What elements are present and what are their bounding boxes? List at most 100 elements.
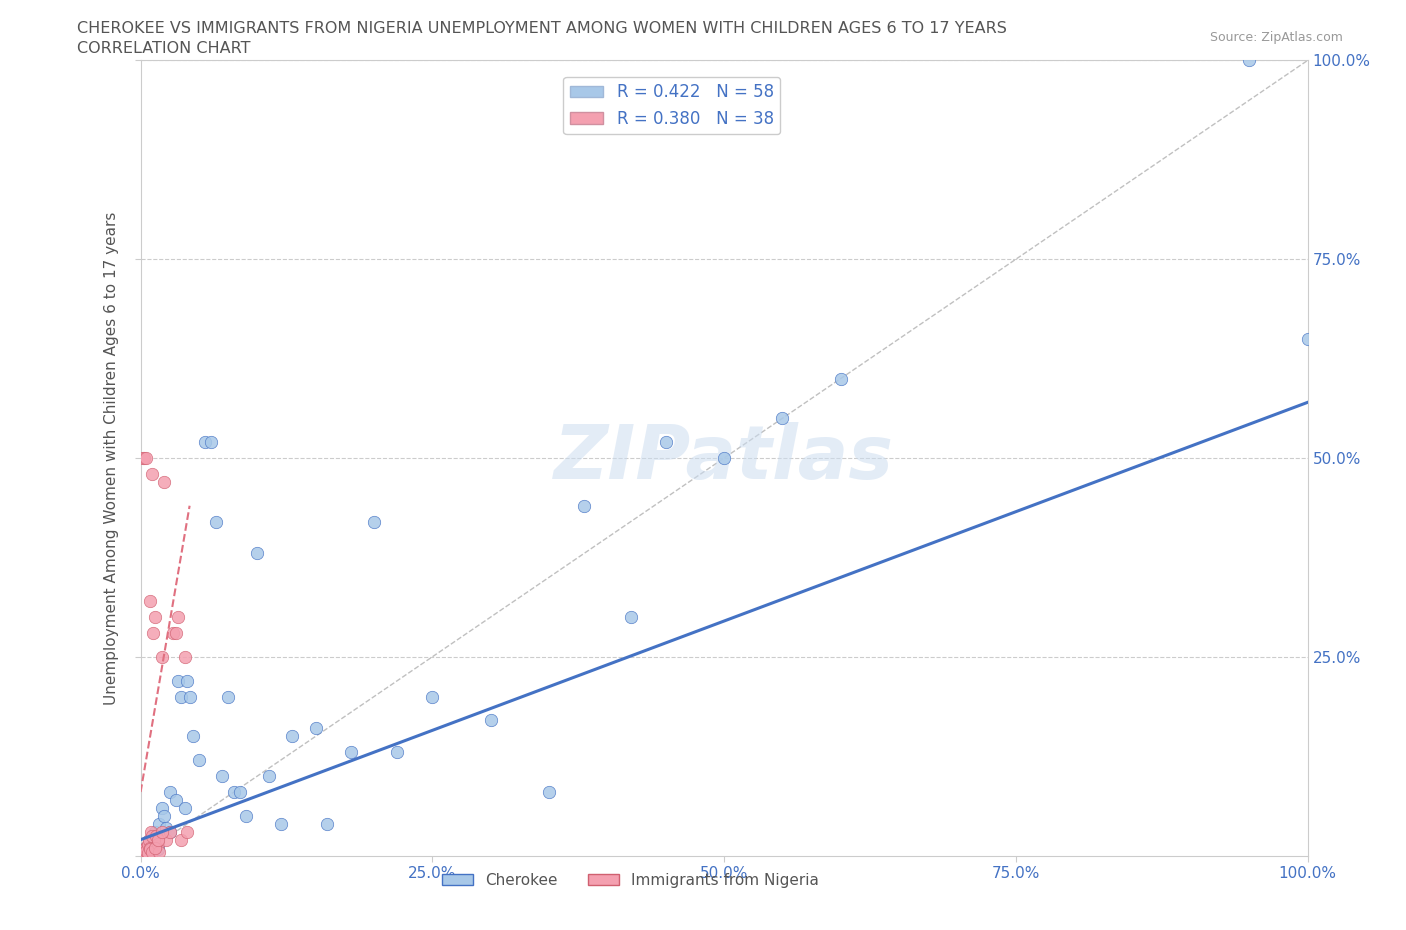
Point bbox=[145, 829, 167, 844]
Point bbox=[270, 817, 292, 831]
Point bbox=[281, 729, 304, 744]
Point bbox=[620, 610, 643, 625]
Point bbox=[139, 593, 162, 608]
Point bbox=[159, 785, 181, 800]
Point bbox=[713, 451, 735, 466]
Point bbox=[150, 801, 173, 816]
Point bbox=[257, 768, 280, 783]
Point bbox=[136, 839, 159, 854]
Point bbox=[305, 721, 328, 736]
Point bbox=[135, 844, 157, 858]
Point bbox=[139, 824, 162, 839]
Point bbox=[246, 546, 269, 561]
Text: CHEROKEE VS IMMIGRANTS FROM NIGERIA UNEMPLOYMENT AMONG WOMEN WITH CHILDREN AGES : CHEROKEE VS IMMIGRANTS FROM NIGERIA UNEM… bbox=[77, 21, 1007, 36]
Point bbox=[142, 626, 165, 641]
Point bbox=[135, 840, 157, 855]
Point bbox=[176, 824, 198, 839]
Point bbox=[174, 801, 197, 816]
Point bbox=[132, 842, 155, 857]
Point bbox=[141, 840, 163, 855]
Point bbox=[132, 451, 155, 466]
Point bbox=[179, 689, 201, 704]
Point bbox=[135, 451, 157, 466]
Point bbox=[143, 840, 166, 855]
Text: CORRELATION CHART: CORRELATION CHART bbox=[77, 41, 250, 56]
Point bbox=[150, 824, 173, 839]
Point bbox=[176, 673, 198, 688]
Point bbox=[205, 514, 228, 529]
Point bbox=[153, 474, 176, 489]
Point bbox=[146, 842, 169, 857]
Point bbox=[167, 610, 190, 625]
Legend: Cherokee, Immigrants from Nigeria: Cherokee, Immigrants from Nigeria bbox=[436, 867, 825, 894]
Point bbox=[143, 824, 166, 839]
Point bbox=[148, 817, 170, 831]
Point bbox=[537, 785, 560, 800]
Point bbox=[655, 434, 678, 449]
Point bbox=[170, 689, 193, 704]
Point bbox=[150, 649, 173, 664]
Point bbox=[387, 745, 409, 760]
Point bbox=[200, 434, 222, 449]
Point bbox=[134, 845, 156, 860]
Point bbox=[132, 846, 155, 861]
Point bbox=[138, 843, 160, 857]
Point bbox=[141, 829, 163, 844]
Point bbox=[141, 844, 163, 859]
Point bbox=[146, 836, 169, 851]
Point bbox=[217, 689, 239, 704]
Point bbox=[155, 820, 177, 835]
Point bbox=[174, 649, 197, 664]
Point bbox=[830, 371, 852, 386]
Point bbox=[165, 792, 187, 807]
Point bbox=[134, 845, 156, 860]
Point bbox=[139, 840, 162, 855]
Point bbox=[139, 832, 162, 847]
Point bbox=[139, 842, 162, 857]
Point bbox=[222, 785, 245, 800]
Point bbox=[167, 673, 190, 688]
Point bbox=[143, 610, 166, 625]
Point bbox=[132, 844, 155, 859]
Point bbox=[479, 713, 502, 728]
Point bbox=[135, 844, 157, 858]
Point bbox=[188, 752, 211, 767]
Point bbox=[132, 451, 155, 466]
Point bbox=[162, 626, 184, 641]
Point bbox=[165, 626, 187, 641]
Point bbox=[316, 817, 339, 831]
Y-axis label: Unemployment Among Women with Children Ages 6 to 17 years: Unemployment Among Women with Children A… bbox=[104, 211, 120, 705]
Point bbox=[153, 808, 176, 823]
Point bbox=[159, 824, 181, 839]
Point bbox=[141, 842, 163, 857]
Point bbox=[132, 842, 155, 857]
Point bbox=[138, 832, 160, 847]
Point bbox=[145, 829, 167, 844]
Point bbox=[132, 845, 155, 860]
Point bbox=[146, 836, 169, 851]
Point bbox=[1296, 331, 1319, 346]
Point bbox=[135, 840, 157, 855]
Point bbox=[772, 411, 794, 426]
Point bbox=[1239, 53, 1261, 68]
Point bbox=[170, 832, 193, 847]
Point bbox=[146, 832, 169, 847]
Text: ZIPatlas: ZIPatlas bbox=[554, 421, 894, 495]
Point bbox=[159, 824, 181, 839]
Point bbox=[139, 844, 162, 859]
Point bbox=[211, 768, 233, 783]
Point bbox=[136, 845, 159, 860]
Point bbox=[422, 689, 444, 704]
Point bbox=[141, 467, 163, 482]
Point bbox=[139, 836, 162, 851]
Point bbox=[181, 729, 204, 744]
Point bbox=[572, 498, 595, 513]
Point bbox=[235, 808, 257, 823]
Point bbox=[131, 844, 153, 859]
Point bbox=[194, 434, 217, 449]
Point bbox=[229, 785, 252, 800]
Text: Source: ZipAtlas.com: Source: ZipAtlas.com bbox=[1209, 31, 1343, 44]
Point bbox=[136, 836, 159, 851]
Point bbox=[339, 745, 361, 760]
Point bbox=[363, 514, 385, 529]
